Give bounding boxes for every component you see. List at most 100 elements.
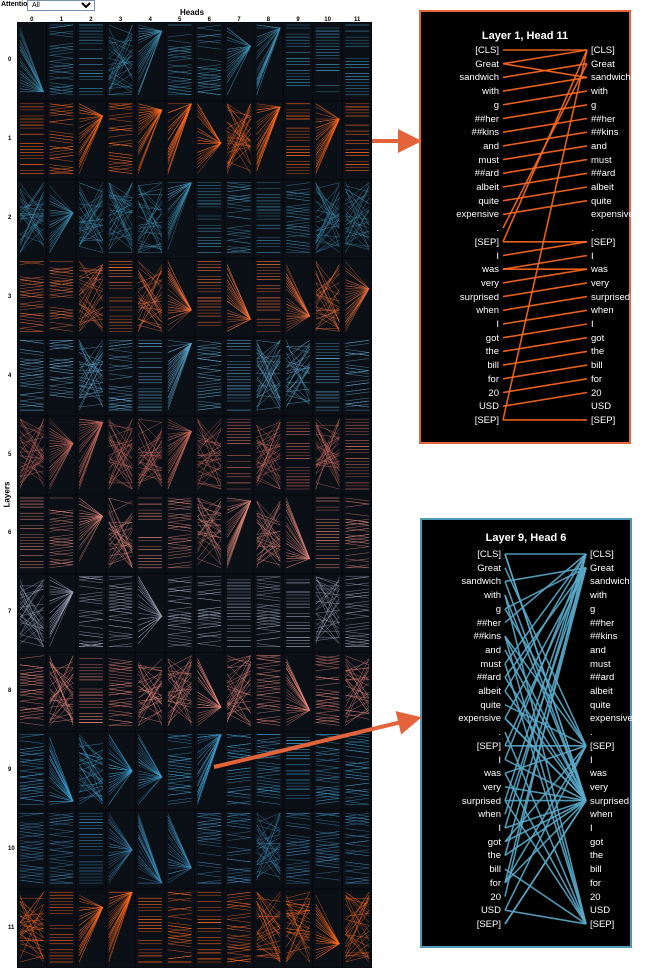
token-right[interactable]: I [591, 250, 594, 262]
token-left[interactable]: ##ard [476, 672, 501, 684]
token-left[interactable]: and [483, 140, 499, 152]
token-right[interactable]: expensive [591, 209, 634, 221]
token-right[interactable]: when [591, 305, 614, 317]
head-thumbnail[interactable] [106, 180, 135, 258]
head-thumbnail[interactable] [47, 889, 76, 968]
head-thumbnail[interactable] [106, 337, 135, 416]
token-left[interactable]: must [480, 658, 501, 670]
head-thumbnail[interactable] [76, 495, 106, 574]
token-left[interactable]: Great [475, 58, 499, 70]
token-left[interactable]: expensive [456, 209, 499, 221]
token-right[interactable]: [SEP] [590, 918, 615, 930]
token-left[interactable]: was [484, 768, 501, 780]
token-right[interactable]: . [590, 727, 593, 739]
head-thumbnail[interactable] [76, 259, 106, 337]
head-thumbnail[interactable] [283, 101, 313, 180]
head-thumbnail[interactable] [106, 574, 135, 653]
head-thumbnail[interactable] [17, 889, 47, 968]
token-left[interactable]: ##kins [471, 127, 499, 139]
token-right[interactable]: and [590, 644, 606, 656]
head-thumbnail[interactable] [254, 889, 283, 968]
head-thumbnail[interactable] [342, 101, 372, 180]
head-thumbnail[interactable] [76, 22, 106, 101]
token-left[interactable]: [SEP] [476, 918, 501, 930]
token-right[interactable]: ##kins [591, 127, 619, 139]
token-left[interactable]: 20 [490, 891, 501, 903]
head-thumbnail[interactable] [195, 574, 224, 653]
head-thumbnail[interactable] [47, 732, 76, 810]
token-right[interactable]: surprised [591, 291, 631, 303]
head-thumbnail[interactable] [47, 495, 76, 574]
head-thumbnail[interactable] [283, 810, 313, 889]
head-thumbnail[interactable] [283, 337, 313, 416]
head-thumbnail[interactable] [106, 732, 135, 810]
token-left[interactable]: [SEP] [474, 236, 499, 248]
head-thumbnail[interactable] [76, 810, 106, 889]
token-left[interactable]: ##her [476, 617, 501, 629]
head-thumbnail[interactable] [342, 574, 372, 653]
token-right[interactable]: ##ard [590, 672, 615, 684]
head-thumbnail[interactable] [254, 101, 283, 180]
token-left[interactable]: got [487, 836, 501, 848]
token-right[interactable]: the [591, 346, 605, 358]
head-thumbnail[interactable] [342, 416, 372, 495]
token-left[interactable]: quite [478, 195, 499, 207]
head-thumbnail[interactable] [313, 574, 342, 653]
head-thumbnail[interactable] [342, 810, 372, 889]
head-thumbnail[interactable] [76, 889, 106, 968]
token-left[interactable]: surprised [461, 795, 501, 807]
token-right[interactable]: ##kins [590, 631, 618, 643]
token-left[interactable]: [CLS] [475, 45, 499, 56]
token-right[interactable]: albeit [591, 182, 614, 193]
head-thumbnail[interactable] [342, 259, 372, 337]
head-thumbnail[interactable] [165, 810, 194, 889]
token-right[interactable]: USD [590, 905, 611, 917]
token-right[interactable]: ##her [591, 113, 616, 125]
head-thumbnail[interactable] [224, 574, 254, 653]
token-left[interactable]: g [495, 603, 501, 615]
token-left[interactable]: the [487, 850, 501, 862]
token-right[interactable]: [CLS] [591, 45, 615, 56]
head-thumbnail[interactable] [224, 337, 254, 416]
head-thumbnail[interactable] [313, 180, 342, 258]
head-thumbnail[interactable] [135, 180, 165, 258]
head-thumbnail[interactable] [313, 101, 342, 180]
head-thumbnail[interactable] [17, 653, 47, 731]
head-thumbnail[interactable] [195, 180, 224, 258]
head-thumbnail[interactable] [17, 810, 47, 889]
head-thumbnail[interactable] [224, 810, 254, 889]
token-left[interactable]: [SEP] [476, 740, 501, 752]
token-right[interactable]: must [590, 658, 611, 670]
head-thumbnail[interactable] [283, 22, 313, 101]
head-thumbnail[interactable] [47, 22, 76, 101]
token-right[interactable]: [SEP] [590, 740, 615, 752]
head-thumbnail[interactable] [313, 810, 342, 889]
head-thumbnail[interactable] [254, 337, 283, 416]
token-left[interactable]: sandwich [459, 72, 499, 84]
token-left[interactable]: expensive [458, 713, 501, 725]
head-thumbnail[interactable] [135, 259, 165, 337]
head-thumbnail[interactable] [17, 259, 47, 337]
token-left[interactable]: very [483, 781, 501, 793]
head-thumbnail[interactable] [106, 22, 135, 101]
head-thumbnail[interactable] [254, 416, 283, 495]
head-thumbnail[interactable] [165, 180, 194, 258]
head-thumbnail[interactable] [283, 495, 313, 574]
head-thumbnail[interactable] [342, 653, 372, 731]
head-thumbnail[interactable] [254, 732, 283, 810]
head-thumbnail[interactable] [76, 337, 106, 416]
token-left[interactable]: I [498, 823, 501, 834]
token-right[interactable]: sandwich [591, 72, 631, 84]
token-right[interactable]: got [590, 836, 604, 848]
token-right[interactable]: [SEP] [591, 414, 616, 426]
token-left[interactable]: with [482, 86, 499, 98]
head-thumbnail[interactable] [106, 653, 135, 731]
token-left[interactable]: USD [480, 905, 501, 917]
head-thumbnail[interactable] [342, 495, 372, 574]
head-thumbnail[interactable] [76, 416, 106, 495]
token-right[interactable]: I [590, 754, 593, 766]
token-right[interactable]: with [590, 590, 607, 602]
token-left[interactable]: albeit [478, 686, 501, 697]
head-thumbnail[interactable] [195, 337, 224, 416]
head-thumbnail[interactable] [313, 653, 342, 731]
